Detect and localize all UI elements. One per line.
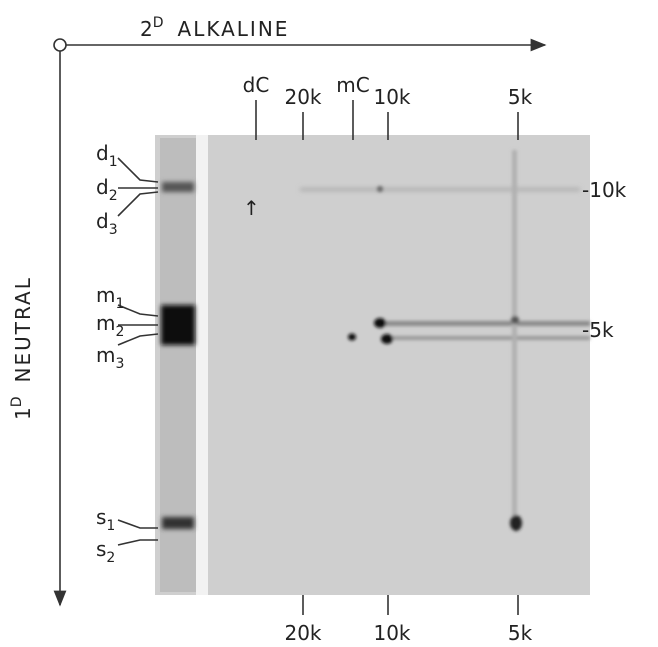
lane-subscript: 2 (109, 188, 118, 204)
lane-subscript: 1 (109, 154, 118, 170)
lane-letter: s (96, 505, 106, 529)
lane-label: m2 (96, 311, 124, 340)
lane-letter: d (96, 209, 109, 233)
lane-letter: s (96, 537, 106, 561)
marker-label: -5k (582, 318, 614, 342)
lane-subscript: 3 (115, 356, 124, 372)
marker-label: 20k (284, 621, 321, 645)
spots (348, 150, 590, 531)
lane-letter: m (96, 283, 115, 307)
lane-letter: m (96, 343, 115, 367)
gel (155, 135, 590, 595)
lane-label-lines (117, 157, 159, 546)
lane-label: m1 (96, 283, 124, 312)
lane-label: d1 (96, 141, 118, 170)
lane-label: d3 (96, 209, 118, 238)
marker-label: 10k (373, 621, 410, 645)
gel-arrow: ↑ (243, 196, 260, 220)
bottom-markers (302, 595, 519, 615)
lane-label: s1 (96, 505, 115, 534)
origin (53, 38, 67, 52)
axis-title: 2D ALKALINE (140, 15, 289, 41)
lane-subscript: 1 (106, 518, 115, 534)
marker-label: dC (243, 73, 270, 97)
top-markers (255, 100, 519, 140)
lane-subscript: 3 (109, 222, 118, 238)
axis-title: 1DNEUTRAL (9, 276, 35, 420)
lane-gap (196, 135, 208, 595)
lane-letter: m (96, 311, 115, 335)
lane-label: m3 (96, 343, 124, 372)
marker-label: -10k (582, 178, 627, 202)
lane-letter: d (96, 141, 109, 165)
marker-label: 5k (508, 621, 533, 645)
marker-label: 10k (373, 85, 410, 109)
marker-label: mC (336, 73, 369, 97)
marker-label: 20k (284, 85, 321, 109)
lane (160, 138, 196, 592)
lane-letter: d (96, 175, 109, 199)
lane-subscript: 1 (115, 296, 124, 312)
lane-subscript: 2 (106, 550, 115, 566)
bands (161, 182, 580, 529)
lane-label: d2 (96, 175, 118, 204)
lane-subscript: 2 (115, 324, 124, 340)
marker-label: 5k (508, 85, 533, 109)
lane-label: s2 (96, 537, 115, 566)
